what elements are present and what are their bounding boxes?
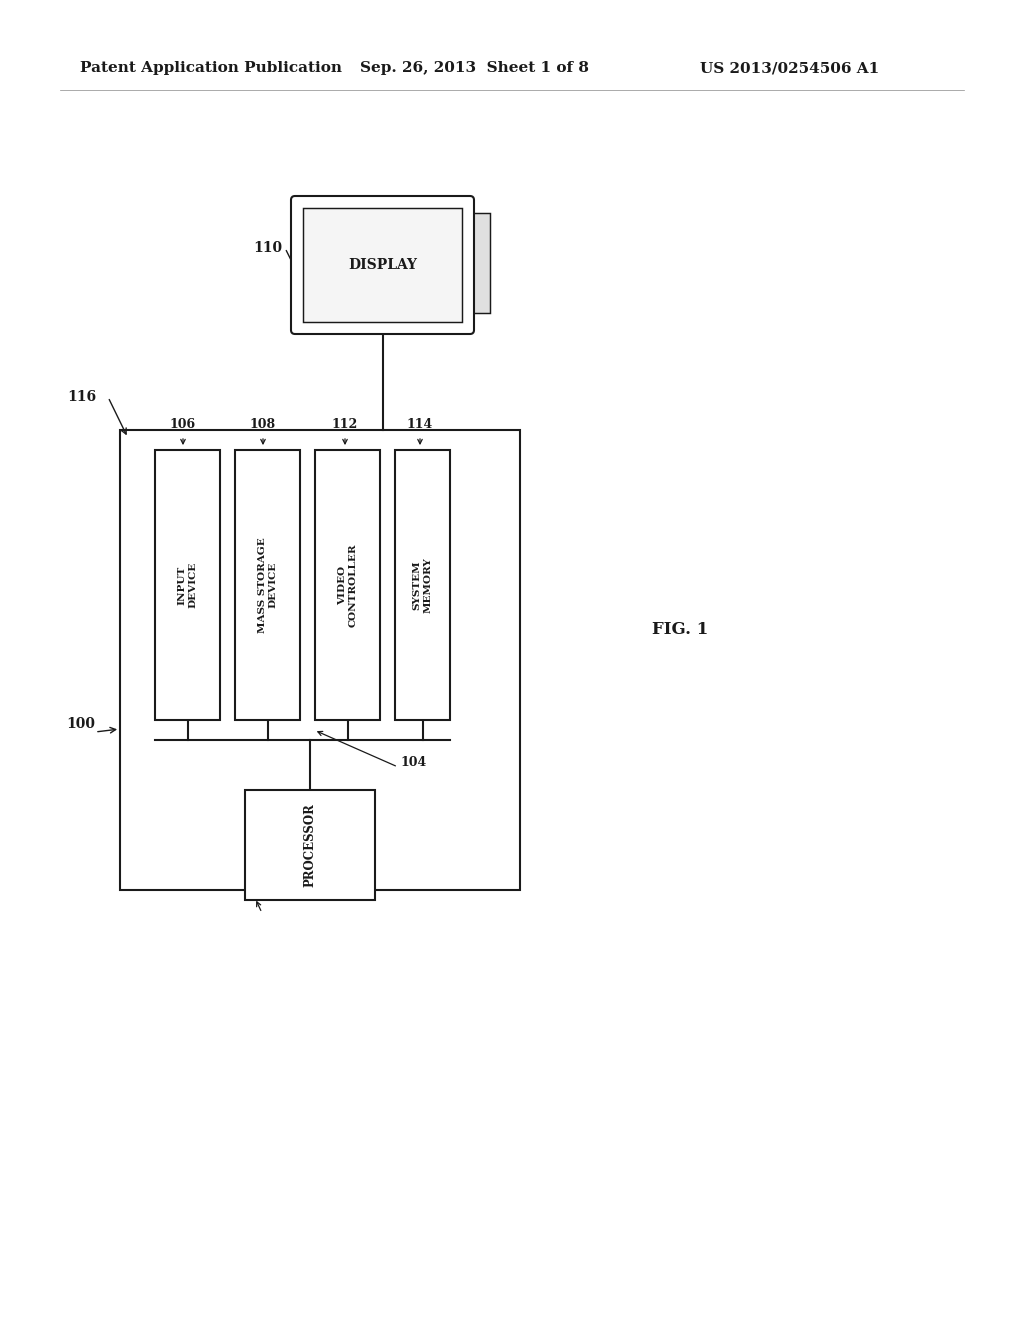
Bar xyxy=(245,789,375,900)
Text: 112: 112 xyxy=(332,418,358,432)
Text: MASS STORAGE
DEVICE: MASS STORAGE DEVICE xyxy=(258,537,278,632)
Text: 104: 104 xyxy=(400,755,426,768)
Text: INPUT
DEVICE: INPUT DEVICE xyxy=(178,562,198,609)
Text: 102: 102 xyxy=(252,888,279,902)
Text: Sep. 26, 2013  Sheet 1 of 8: Sep. 26, 2013 Sheet 1 of 8 xyxy=(360,61,589,75)
Bar xyxy=(120,430,520,890)
Text: 116: 116 xyxy=(67,389,96,404)
Text: Patent Application Publication: Patent Application Publication xyxy=(80,61,342,75)
Text: FIG. 1: FIG. 1 xyxy=(652,622,709,639)
Bar xyxy=(470,213,490,313)
Text: 100: 100 xyxy=(66,717,95,731)
Text: US 2013/0254506 A1: US 2013/0254506 A1 xyxy=(700,61,880,75)
Text: 114: 114 xyxy=(407,418,433,432)
Text: SYSTEM
MEMORY: SYSTEM MEMORY xyxy=(413,557,432,612)
Text: 106: 106 xyxy=(170,418,196,432)
Bar xyxy=(155,450,220,719)
Text: VIDEO
CONTROLLER: VIDEO CONTROLLER xyxy=(338,544,357,627)
Text: 108: 108 xyxy=(250,418,276,432)
FancyBboxPatch shape xyxy=(291,195,474,334)
Bar xyxy=(395,450,450,719)
Text: 110: 110 xyxy=(253,242,282,255)
Text: DISPLAY: DISPLAY xyxy=(348,257,417,272)
Bar xyxy=(303,209,462,322)
Text: PROCESSOR: PROCESSOR xyxy=(303,803,316,887)
Bar xyxy=(315,450,380,719)
Bar xyxy=(234,450,300,719)
